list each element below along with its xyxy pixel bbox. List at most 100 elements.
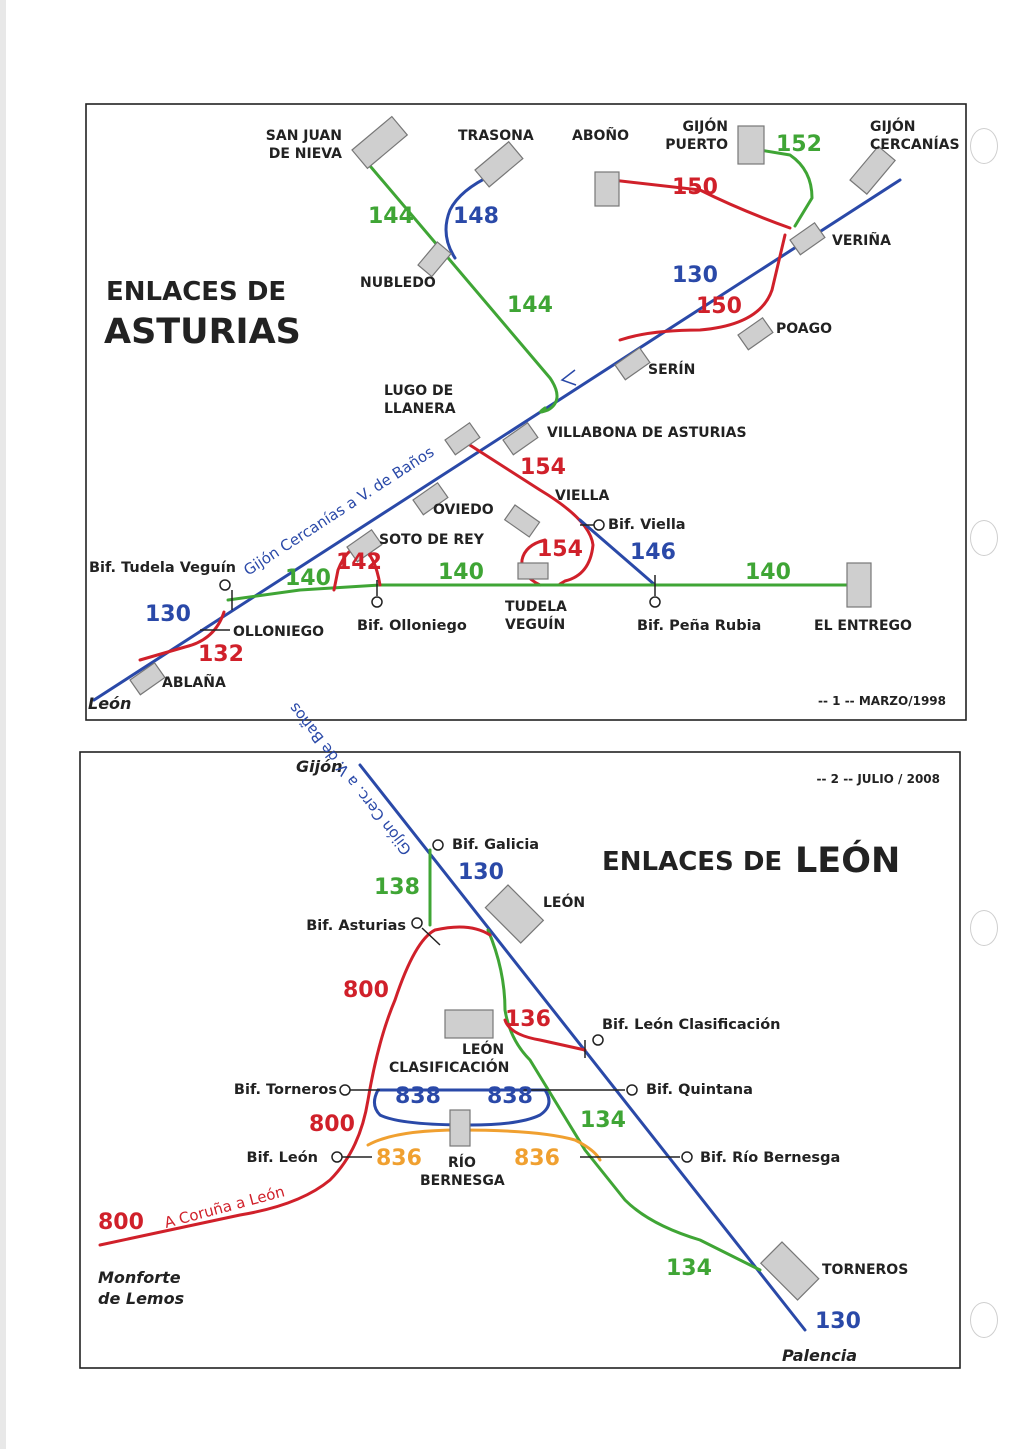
label-lugo-1: LUGO DE [384, 383, 453, 399]
label-torneros: TORNEROS [822, 1262, 908, 1278]
num-838b: 838 [487, 1084, 533, 1109]
line-800 [98, 925, 492, 1247]
leon-title-a: ENLACES DE [602, 847, 782, 877]
line-140 [226, 583, 872, 602]
num-144b: 144 [507, 293, 553, 318]
binder-hole [970, 1302, 998, 1338]
label-rio-2: BERNESGA [420, 1173, 505, 1189]
station-soto [346, 528, 383, 563]
label-villabona: VILLABONA DE ASTURIAS [547, 425, 747, 441]
line-146 [578, 518, 657, 587]
label-el-entrego: EL ENTREGO [814, 618, 912, 634]
label-olloniego: OLLONIEGO [233, 624, 324, 640]
label-rio-1: RÍO [448, 1154, 476, 1171]
binder-hole [970, 910, 998, 946]
line-144 [363, 158, 559, 414]
label-nubledo: NUBLEDO [360, 275, 436, 291]
leon-title-b: LEÓN [795, 839, 900, 881]
label-tudela-2: VEGUÍN [505, 616, 565, 633]
num-800a: 800 [343, 978, 389, 1003]
station-serin [614, 346, 651, 381]
label-ablana: ABLAÑA [162, 674, 226, 691]
label-bif-viella: Bif. Viella [608, 517, 686, 533]
label-tudela-1: TUDELA [505, 599, 567, 615]
num-130b: 130 [145, 602, 191, 627]
station-tudela [517, 562, 549, 580]
binder-hole [970, 128, 998, 164]
label-verina: VERIÑA [832, 232, 891, 249]
station-villabona [502, 421, 539, 456]
label-bif-olloniego: Bif. Olloniego [357, 618, 467, 634]
label-end-gijon: Gijón [296, 757, 342, 776]
num-134b: 134 [666, 1256, 712, 1281]
line-836 [366, 1128, 602, 1162]
line-136 [503, 1018, 587, 1052]
line-154 [460, 438, 595, 586]
station-san-juan [351, 115, 409, 170]
binder-hole [970, 520, 998, 556]
arrow-icon [560, 369, 577, 386]
num-136: 136 [505, 1007, 551, 1032]
line-148 [444, 173, 494, 260]
label-bif-clasificacion: Bif. León Clasificación [602, 1017, 780, 1033]
num-144a: 144 [368, 204, 414, 229]
station-verina [789, 221, 826, 256]
station-el-entrego [846, 562, 872, 608]
label-abono: ABOÑO [572, 127, 629, 144]
label-bif-rio-bernesga: Bif. Río Bernesga [700, 1150, 840, 1166]
line-150-lower [618, 233, 787, 342]
station-trasona [474, 140, 524, 188]
num-138: 138 [374, 875, 420, 900]
num-800c: 800 [98, 1210, 144, 1235]
num-800b: 800 [309, 1112, 355, 1137]
station-rio-bernesga [449, 1109, 471, 1147]
num-838a: 838 [395, 1084, 441, 1109]
label-station-leon: LEÓN [543, 893, 585, 911]
num-154b: 154 [537, 537, 583, 562]
label-trasona: TRASONA [458, 128, 534, 144]
num-836b: 836 [514, 1146, 560, 1171]
label-bif-galicia: Bif. Galicia [452, 837, 539, 853]
num-134a: 134 [580, 1108, 626, 1133]
num-836a: 836 [376, 1146, 422, 1171]
num-130a-leon: 130 [458, 860, 504, 885]
station-poago [737, 316, 774, 351]
label-end-palencia: Palencia [782, 1346, 857, 1365]
station-leon-clasificacion [444, 1009, 494, 1039]
label-end-monforte-2: de Lemos [98, 1289, 184, 1308]
line-150-upper [610, 178, 792, 230]
station-gijon-cercanias [849, 145, 896, 195]
asturias-title-line2: ASTURIAS [104, 312, 301, 352]
station-lugo [444, 421, 481, 456]
label-lugo-2: LLANERA [384, 401, 456, 417]
label-san-juan-1: SAN JUAN [266, 128, 342, 144]
station-ablana [129, 661, 166, 696]
line-130-asturias [92, 178, 902, 702]
num-146: 146 [630, 540, 676, 565]
num-132: 132 [198, 642, 244, 667]
label-gijon-puerto-2: PUERTO [665, 137, 728, 153]
line-134 [486, 928, 762, 1272]
asturias-footer: -- 1 -- MARZO/1998 [818, 694, 946, 708]
num-152: 152 [776, 132, 822, 157]
label-bif-pena-rubia: Bif. Peña Rubia [637, 618, 761, 634]
asturias-title-line1: ENLACES DE [106, 277, 286, 307]
station-nubledo [417, 241, 452, 278]
leon-frame [79, 751, 961, 1369]
line-130-leon [358, 763, 807, 1332]
label-end-monforte-1: Monforte [98, 1268, 181, 1287]
label-gijon-cerc-1: GIJÓN [870, 117, 916, 135]
asturias-frame [85, 103, 967, 721]
label-viella: VIELLA [555, 488, 609, 504]
station-oviedo [412, 481, 449, 516]
leon-header: -- 2 -- JULIO / 2008 [817, 772, 940, 786]
label-poago: POAGO [776, 321, 832, 337]
label-serin: SERÍN [648, 361, 695, 378]
num-148: 148 [453, 204, 499, 229]
num-150a: 150 [672, 175, 718, 200]
label-clas-2: CLASIFICACIÓN [389, 1058, 509, 1076]
label-end-leon: León [88, 694, 131, 713]
num-130a: 130 [672, 263, 718, 288]
label-route-leon: Gijón Cerc. a V. de Baños [285, 699, 415, 858]
